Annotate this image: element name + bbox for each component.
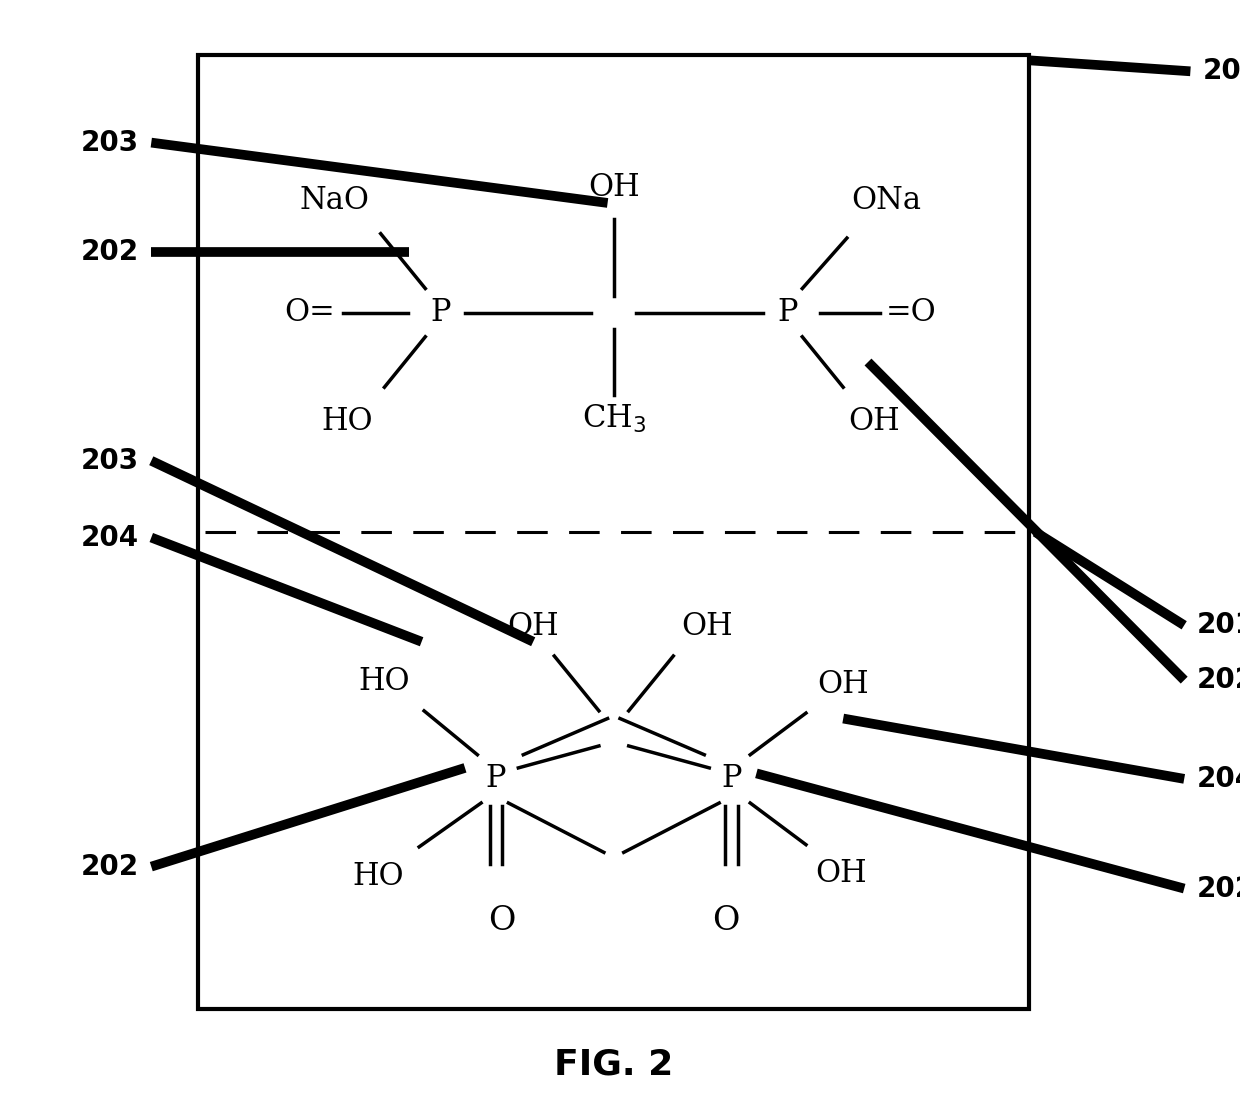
Text: OH: OH — [815, 858, 867, 889]
Text: 204: 204 — [81, 523, 139, 552]
Text: 202: 202 — [81, 238, 139, 267]
Text: 202: 202 — [1197, 874, 1240, 903]
Text: OH: OH — [588, 172, 640, 203]
Text: OH: OH — [817, 669, 869, 700]
Text: NaO: NaO — [300, 185, 370, 216]
Text: 203: 203 — [81, 128, 139, 157]
Text: P: P — [486, 764, 506, 794]
Text: O=: O= — [285, 297, 335, 328]
Text: OH: OH — [507, 611, 559, 642]
Text: ONa: ONa — [852, 185, 921, 216]
Text: P: P — [777, 297, 797, 328]
Text: OH: OH — [681, 611, 733, 642]
Text: 201: 201 — [1197, 611, 1240, 640]
Bar — [198, 55, 1029, 1009]
Text: HO: HO — [352, 861, 404, 892]
Text: 203: 203 — [81, 446, 139, 475]
Text: 204: 204 — [1197, 765, 1240, 793]
Text: 200: 200 — [1203, 57, 1240, 86]
Text: CH$_3$: CH$_3$ — [582, 403, 646, 434]
Text: 202: 202 — [81, 852, 139, 881]
Text: HO: HO — [321, 406, 373, 437]
Text: P: P — [430, 297, 450, 328]
Text: O: O — [712, 905, 739, 937]
Text: =O: =O — [887, 297, 936, 328]
Text: P: P — [722, 764, 742, 794]
Text: 202: 202 — [1197, 666, 1240, 694]
Text: HO: HO — [358, 666, 410, 697]
Text: O: O — [489, 905, 516, 937]
Text: FIG. 2: FIG. 2 — [554, 1048, 673, 1081]
Text: OH: OH — [848, 406, 900, 437]
